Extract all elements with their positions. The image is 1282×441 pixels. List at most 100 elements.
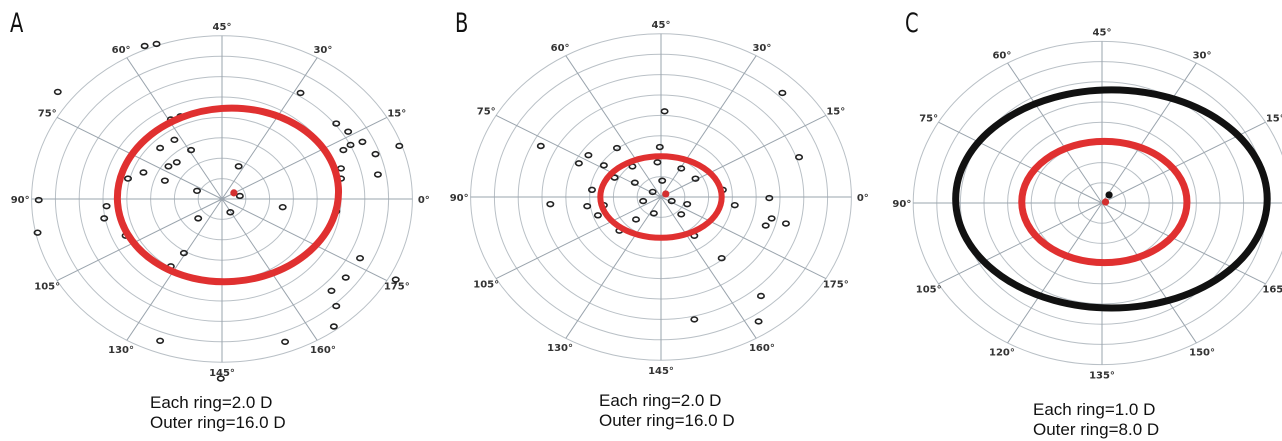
- angle-label: 75°: [919, 113, 938, 124]
- data-point: [754, 318, 763, 325]
- data-point: [278, 203, 287, 211]
- angle-label: 15°: [387, 109, 406, 120]
- data-point: [341, 274, 350, 281]
- data-point: [102, 202, 111, 210]
- data-point: [655, 143, 664, 151]
- polar-chart-c: 45° 30° 15° 165° 150° 135° 120° 105° 90° 75° 60°: [892, 28, 1282, 382]
- angle-label: 90°: [11, 195, 30, 206]
- data-point: [667, 197, 676, 205]
- data-point: [156, 337, 165, 344]
- data-point: [653, 159, 662, 166]
- mean-point-red: [1101, 198, 1110, 206]
- angle-label: 160°: [310, 345, 336, 356]
- angle-label: 105°: [473, 279, 499, 290]
- angle-label: 145°: [209, 368, 235, 379]
- data-point: [332, 120, 341, 127]
- data-points: [33, 40, 404, 382]
- data-point: [187, 146, 196, 154]
- grid-spoke: [660, 196, 827, 280]
- panel-letter-c: C: [905, 8, 919, 39]
- mean-point-red: [230, 189, 238, 197]
- data-point: [612, 144, 621, 152]
- angle-label: 45°: [213, 22, 232, 33]
- data-point: [691, 175, 700, 182]
- data-point: [327, 287, 336, 294]
- panel-letter-b: B: [455, 8, 469, 39]
- data-point: [193, 187, 202, 195]
- data-point: [179, 249, 188, 257]
- data-point: [756, 292, 765, 300]
- data-point: [536, 142, 545, 150]
- polar-chart-b: 45° 30° 15° 0° 175° 160° 145° 130° 105° 90° 75° 60°: [450, 20, 869, 377]
- panel-letter-a: A: [10, 8, 24, 39]
- panel-b: B 45° 30° 15° 0° 175° 160° 145° 130° 105° 90° 75° 6…: [440, 0, 885, 441]
- angle-labels: 45° 30° 15° 0° 175° 160° 145° 130° 105° 90° 75° 60°: [11, 22, 430, 379]
- angle-label: 15°: [826, 107, 845, 118]
- angle-label: 45°: [652, 20, 671, 31]
- data-point: [164, 163, 173, 170]
- data-point: [336, 165, 345, 172]
- data-point: [599, 162, 608, 169]
- angle-label: 30°: [1193, 51, 1212, 62]
- data-points: [536, 89, 804, 325]
- data-point: [765, 194, 774, 202]
- data-point: [156, 144, 165, 152]
- grid-spoke: [221, 57, 318, 200]
- grid-spoke: [1007, 62, 1103, 204]
- data-point: [33, 229, 42, 236]
- grid-spoke: [565, 55, 662, 198]
- data-point: [371, 150, 380, 158]
- angle-label: 0°: [857, 193, 869, 204]
- angle-label: 30°: [752, 43, 771, 54]
- grid-spoke: [1007, 202, 1103, 344]
- data-point: [356, 254, 365, 262]
- data-point: [226, 209, 235, 216]
- angle-label: 60°: [112, 45, 131, 56]
- grid-spoke: [938, 121, 1103, 204]
- data-point: [639, 197, 648, 205]
- data-point: [630, 179, 639, 186]
- data-point: [170, 136, 179, 144]
- angle-label: 45°: [1093, 28, 1112, 39]
- data-point: [332, 302, 341, 310]
- data-point: [152, 40, 161, 48]
- grid-spoke: [221, 116, 388, 200]
- data-point: [677, 165, 686, 172]
- angle-label: 130°: [547, 343, 573, 354]
- grid-spoke: [660, 196, 757, 339]
- grid-spoke: [1101, 202, 1266, 285]
- caption-b-line2: Outer ring=16.0 D: [599, 411, 735, 430]
- data-point: [690, 316, 699, 323]
- data-point: [778, 89, 787, 97]
- confidence-ellipse-red: [597, 153, 725, 241]
- caption-c-line1: Each ring=1.0 D: [1033, 400, 1156, 419]
- data-point: [593, 212, 602, 219]
- panel-a: A 45° 30° 15° 0° 175° 160° 145° 130° 105° 90° 75° 6…: [0, 0, 440, 441]
- caption-c-line2: Outer ring=8.0 D: [1033, 420, 1160, 439]
- angle-label: 90°: [892, 199, 911, 210]
- confidence-ellipse-black: [952, 86, 1271, 312]
- angle-label: 15°: [1266, 113, 1282, 124]
- angle-label: 60°: [551, 43, 570, 54]
- data-point: [574, 160, 583, 167]
- data-point: [660, 108, 669, 115]
- angle-label: 90°: [450, 193, 469, 204]
- grid-spoke: [221, 198, 318, 341]
- confidence-ellipse-red: [113, 104, 343, 286]
- angle-label: 130°: [108, 345, 134, 356]
- angle-label: 145°: [648, 366, 674, 377]
- data-point: [344, 128, 353, 135]
- mean-point-red: [662, 190, 670, 198]
- angle-labels: 45° 30° 15° 165° 150° 135° 120° 105° 90° 75° 60°: [892, 28, 1282, 382]
- data-point: [767, 215, 776, 222]
- angle-label: 105°: [916, 285, 942, 296]
- data-point: [53, 88, 62, 96]
- grid-spoke: [1101, 202, 1197, 344]
- data-point: [346, 141, 355, 149]
- grid-spoke: [221, 198, 388, 282]
- grid-spokes: [470, 33, 852, 361]
- grid-spoke: [126, 57, 223, 200]
- grid-spoke: [1101, 62, 1197, 204]
- angle-label: 60°: [992, 51, 1011, 62]
- data-point: [658, 177, 667, 184]
